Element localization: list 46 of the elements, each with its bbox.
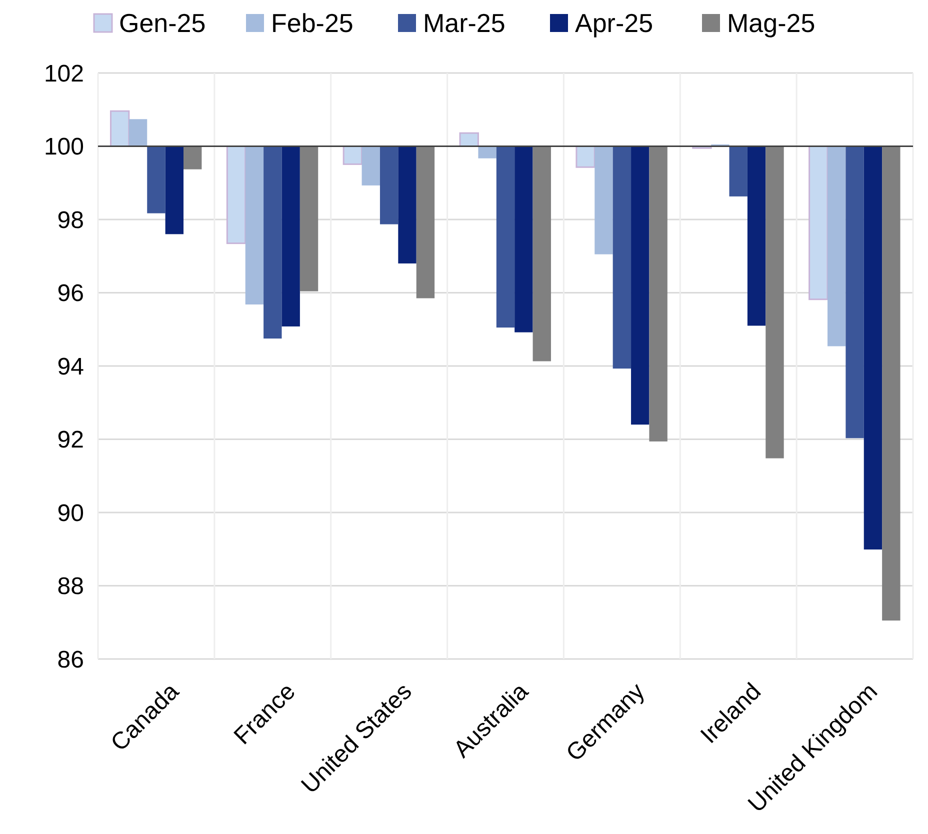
y-tick-label: 92 <box>57 426 84 454</box>
bar <box>612 146 632 369</box>
bar <box>300 146 318 292</box>
bar <box>576 146 596 168</box>
legend-label: Mag-25 <box>727 8 816 38</box>
bar <box>416 146 435 298</box>
bar <box>532 146 551 362</box>
legend-label: Mar-25 <box>423 8 506 38</box>
y-tick-label: 88 <box>57 573 84 600</box>
bar <box>282 146 300 326</box>
bar <box>828 146 846 346</box>
bar <box>846 146 864 438</box>
bar <box>594 146 613 254</box>
bar <box>245 146 264 304</box>
y-tick-label: 102 <box>44 60 84 88</box>
y-tick-label: 86 <box>57 646 84 674</box>
y-tick-label: 100 <box>44 134 84 161</box>
legend-label: Apr-25 <box>575 8 654 38</box>
bar <box>514 146 533 332</box>
legend-label: Gen-25 <box>119 8 206 38</box>
bar <box>342 146 363 165</box>
y-tick-label: 94 <box>57 353 84 380</box>
y-tick-label: 98 <box>57 206 84 234</box>
bar <box>398 146 416 264</box>
bar <box>147 146 166 214</box>
bar <box>226 146 246 244</box>
bar <box>128 119 148 146</box>
y-tick-label: 90 <box>57 500 84 527</box>
bar <box>882 146 900 621</box>
bar <box>864 146 882 550</box>
bar <box>729 146 748 196</box>
y-tick-label: 96 <box>57 280 84 308</box>
bar <box>184 146 202 170</box>
bar <box>808 146 828 300</box>
bar <box>362 146 380 186</box>
legend-label: Feb-25 <box>271 8 354 38</box>
bar <box>766 146 784 458</box>
bar <box>110 110 130 147</box>
bar <box>165 146 184 234</box>
bar <box>478 146 496 158</box>
bar <box>496 146 515 328</box>
bar <box>380 146 398 224</box>
bar <box>264 146 282 339</box>
bar <box>631 146 650 425</box>
bar <box>649 146 668 442</box>
bar <box>747 146 766 326</box>
